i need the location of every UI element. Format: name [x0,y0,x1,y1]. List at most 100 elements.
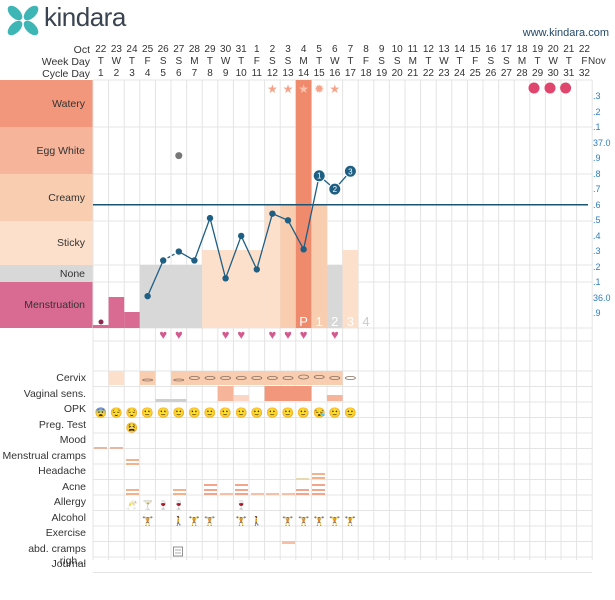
site-url[interactable]: www.kindara.com [522,27,609,39]
row-label[interactable]: Journal [51,558,86,570]
row-label[interactable]: Mood [59,434,86,446]
row-label[interactable]: Acne [62,480,86,493]
dates-cell[interactable]: 13 [438,44,450,55]
dates-cell[interactable]: 20 [547,44,559,55]
dates-cell[interactable]: 17 [500,44,512,55]
temperature-point[interactable] [144,292,151,300]
row-label[interactable]: Exercise [45,527,86,539]
dates-cell[interactable]: 27 [173,44,185,55]
cycle-days-cell: 19 [376,68,388,79]
exercise-icon: 🏋 [142,515,153,526]
row-label[interactable]: Headache [38,465,86,477]
band-none-label: None [59,267,85,280]
band-menstruation: Menstruation [0,282,93,328]
cocktail-icon: 🍸 [142,499,153,510]
row-label[interactable]: abd. cramps righ... [28,542,86,567]
row-label[interactable]: Preg. Test [38,418,86,431]
dates-cell[interactable]: 19 [532,44,544,55]
row-label[interactable]: Cervix [56,372,86,384]
dates-cell[interactable]: 21 [563,44,575,55]
temperature-point[interactable] [253,266,260,273]
temperature-point[interactable] [312,169,326,183]
dates-cell[interactable]: 24 [126,44,138,55]
dates-cell[interactable]: 22 [95,44,107,55]
peak-marker: P [299,314,308,329]
heart-icon: ♥ [175,327,183,342]
dates-cell[interactable]: 9 [378,44,385,55]
temperature-point[interactable] [175,248,182,255]
wine-icon: 🍷 [173,499,184,510]
mood-icon: 🙂 [204,407,216,419]
dates-cell[interactable]: 23 [110,44,122,55]
champagne-icon: 🥂 [126,500,137,510]
dates-cell[interactable]: 2 [269,44,276,55]
dates-cell[interactable]: 15 [469,44,481,55]
temperature-point[interactable] [328,182,342,196]
weekdays-cell: T [565,56,572,67]
cycle-days-cell: 17 [344,68,356,79]
row-label[interactable]: Allergy [53,496,86,508]
sun-icon: ✹ [314,82,324,96]
dates-cell[interactable]: 5 [316,44,322,55]
dates-cell[interactable]: 30 [220,44,232,55]
cycle-days-cell: 28 [516,68,528,79]
dates-cell[interactable]: 18 [516,44,528,55]
axis-label: .8 [593,168,601,179]
cycle-days-cell: 13 [282,68,294,79]
dates-cell[interactable]: 28 [188,44,200,55]
temperature-point[interactable] [343,164,357,178]
exercise-icon: 🏋 [236,515,247,526]
row-label[interactable]: OPK [63,403,86,415]
dates-cell[interactable]: 8 [363,44,369,55]
star-icon: ★ [298,82,309,96]
weekdays-cell: T [347,56,354,67]
heart-icon: ♥ [300,327,308,342]
temperature-point[interactable] [191,257,198,264]
dates-cell[interactable]: 3 [285,44,291,55]
cycle-days-cell: 27 [500,68,512,79]
temperature-point[interactable] [284,217,292,224]
temperature-point[interactable] [238,232,245,240]
heart-icon: ♥ [284,327,292,342]
weekdays-cell: T [206,56,214,67]
temperature-segment [224,235,242,279]
cycle-days-cell: 7 [191,68,198,79]
header-cycleday-label: Cycle Day [42,68,90,80]
dates-cell[interactable]: 10 [391,44,403,55]
row-label[interactable]: Menstrual cramps [2,449,86,462]
temperature-point[interactable] [206,214,214,222]
dates-cell[interactable]: 14 [454,44,466,55]
dates-cell[interactable]: 22 [578,44,590,55]
peak-count-2: 2 [331,314,338,329]
journal-icon[interactable] [173,546,183,557]
dates-cell[interactable]: 1 [254,44,260,55]
dates-cell[interactable]: 12 [422,44,434,55]
cycle-days-cell: 29 [532,68,544,79]
row-label[interactable]: Vaginal sens. [23,387,86,400]
temperature-point[interactable] [300,246,307,253]
row-label[interactable]: Alcohol [51,511,86,524]
cycle-days-cell: 15 [313,68,325,79]
dates-cell[interactable]: 25 [142,44,154,55]
dates-cell[interactable]: 31 [235,44,247,55]
mood-icon: 🙂 [235,407,247,419]
mood-icon: 😪 [313,407,326,419]
dates-cell[interactable]: 26 [157,44,169,55]
dates-cell[interactable]: 4 [300,44,307,55]
temperature-point[interactable] [160,257,167,264]
temperature-point[interactable] [222,275,229,282]
fluid-bar-day12 [264,204,281,328]
temperature-outlier-point[interactable] [175,152,183,160]
temperature-line[interactable]: 1 2 3 [144,152,357,300]
dates-cell[interactable]: 7 [347,44,354,55]
temperature-segment [287,220,305,250]
dates-cell[interactable]: 6 [332,44,338,55]
cervix-row [108,371,356,402]
dates-cell[interactable]: 16 [485,44,497,55]
heart-icon: ♥ [269,327,277,342]
dates-cell[interactable]: 29 [204,44,216,55]
dates-cell[interactable]: 11 [407,44,418,55]
fluid-bar-day1 [93,325,109,328]
temperature-point[interactable] [269,210,276,217]
